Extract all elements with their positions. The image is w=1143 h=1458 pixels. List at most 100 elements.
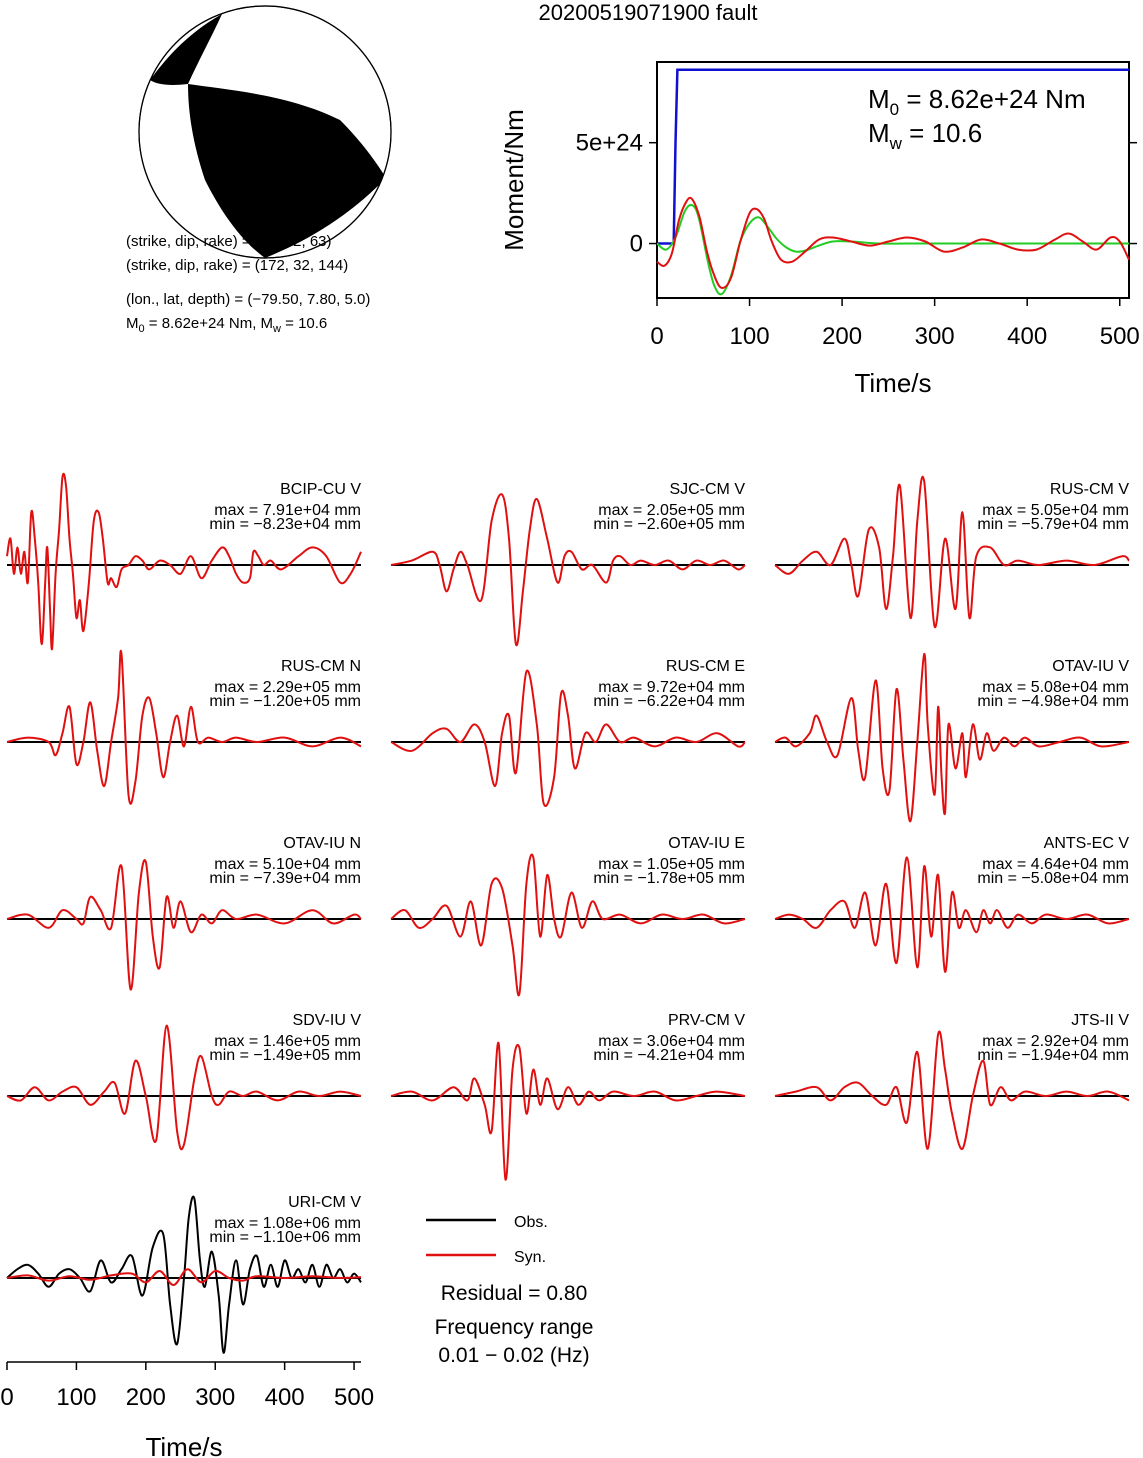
- strike-dip-rake-1: (strike, dip, rake) = (33, 72, 63): [126, 233, 332, 250]
- station-label: SJC-CM V: [669, 481, 745, 498]
- synthetic-trace: [390, 669, 746, 807]
- synthetic-trace: [6, 1268, 362, 1286]
- synthetic-trace: [6, 859, 362, 991]
- station-label: ANTS-EC V: [1044, 835, 1130, 852]
- residual-label: Residual = 0.80: [441, 1282, 588, 1305]
- station-label: SDV-IU V: [293, 1012, 362, 1029]
- observed-trace: [6, 1195, 362, 1354]
- station-label: OTAV-IU E: [668, 835, 745, 852]
- station-min: min = −1.94e+04 mm: [977, 1047, 1129, 1064]
- moment-series-cumulative: [657, 68, 1129, 245]
- station-label: OTAV-IU V: [1052, 658, 1129, 675]
- bottom-xtick-label: 400: [265, 1384, 305, 1411]
- station-max: max = 5.08e+04 mm: [982, 679, 1129, 696]
- moment-mw-label: Mw = 10.6: [868, 118, 982, 153]
- station-min: min = −1.10e+06 mm: [209, 1229, 361, 1246]
- bottom-xlabel: Time/s: [145, 1432, 222, 1458]
- synthetic-trace: [6, 472, 362, 651]
- synthetic-trace: [6, 1024, 362, 1151]
- station-max: max = 2.92e+04 mm: [982, 1033, 1129, 1050]
- moment-xtick-label: 500: [1100, 323, 1140, 350]
- bottom-xtick-label: 300: [195, 1384, 235, 1411]
- moment-xtick-label: 200: [822, 323, 862, 350]
- station-max: max = 1.46e+05 mm: [214, 1033, 361, 1050]
- station-min: min = −4.21e+04 mm: [593, 1047, 745, 1064]
- bottom-xtick-label: 100: [56, 1384, 96, 1411]
- moment-xtick-label: 0: [650, 323, 663, 350]
- moment-ylabel: Moment/Nm: [499, 109, 529, 251]
- moment-ytick-label: 5e+24: [576, 130, 643, 157]
- station-max: max = 1.05e+05 mm: [598, 856, 745, 873]
- station-label: PRV-CM V: [668, 1012, 745, 1029]
- bottom-time-axis: Time/s 0 100 200 300 400 500: [0, 1361, 374, 1458]
- moment-ytick-label: 0: [630, 231, 643, 258]
- moment-plot-frame: [656, 61, 1130, 299]
- station-max: max = 5.05e+04 mm: [982, 502, 1129, 519]
- legend-obs-label: Obs.: [514, 1214, 548, 1231]
- station-max: max = 5.10e+04 mm: [214, 856, 361, 873]
- moment-xtick-label: 100: [730, 323, 770, 350]
- station-max: max = 1.08e+06 mm: [214, 1215, 361, 1232]
- moment-series-group: [656, 68, 1130, 296]
- station-label: RUS-CM V: [1050, 481, 1129, 498]
- moment-magnitude-summary: M0 = 8.62e+24 Nm, Mw = 10.6: [126, 315, 327, 335]
- station-min: min = −6.22e+04 mm: [593, 693, 745, 710]
- moment-xlabel: Time/s: [854, 368, 931, 398]
- legend-syn-label: Syn.: [514, 1249, 546, 1266]
- station-max: max = 7.91e+04 mm: [214, 502, 361, 519]
- station-min: min = −1.49e+05 mm: [209, 1047, 361, 1064]
- station-label: JTS-II V: [1071, 1012, 1129, 1029]
- station-max: max = 2.29e+05 mm: [214, 679, 361, 696]
- station-min: min = −1.20e+05 mm: [209, 693, 361, 710]
- station-max: max = 2.05e+05 mm: [598, 502, 745, 519]
- figure-title: 20200519071900 fault: [539, 0, 758, 25]
- synthetic-trace: [6, 649, 362, 805]
- station-max: max = 4.64e+04 mm: [982, 856, 1129, 873]
- moment-axes: 0 100 200 300 400 500 0 5e+24: [576, 130, 1140, 350]
- station-label: URI-CM V: [288, 1194, 361, 1211]
- location-depth: (lon., lat, depth) = (−79.50, 7.80, 5.0): [126, 291, 370, 308]
- synthetic-trace: [390, 493, 746, 647]
- synthetic-trace: [774, 1030, 1130, 1150]
- mechanism-info: (strike, dip, rake) = (33, 72, 63) (stri…: [126, 233, 370, 335]
- moment-series-green: [656, 203, 1130, 296]
- moment-xtick-label: 300: [915, 323, 955, 350]
- moment-m0-label: M0 = 8.62e+24 Nm: [868, 84, 1086, 119]
- moment-series-red: [656, 196, 1130, 289]
- synthetic-trace: [774, 856, 1130, 973]
- station-max: max = 9.72e+04 mm: [598, 679, 745, 696]
- moment-xtick-label: 400: [1007, 323, 1047, 350]
- beachball: [138, 5, 392, 259]
- station-min: min = −7.39e+04 mm: [209, 870, 361, 887]
- station-min: min = −1.78e+05 mm: [593, 870, 745, 887]
- bottom-xtick-label: 0: [0, 1384, 13, 1411]
- synthetic-trace: [774, 475, 1130, 628]
- synthetic-trace: [390, 853, 746, 997]
- station-min: min = −8.23e+04 mm: [209, 516, 361, 533]
- station-min: min = −4.98e+04 mm: [977, 693, 1129, 710]
- station-max: max = 3.06e+04 mm: [598, 1033, 745, 1050]
- station-min: min = −2.60e+05 mm: [593, 516, 745, 533]
- strike-dip-rake-2: (strike, dip, rake) = (172, 32, 144): [126, 257, 348, 274]
- legend: Obs. Syn. Residual = 0.80 Frequency rang…: [426, 1214, 593, 1367]
- synthetic-trace: [390, 1042, 746, 1181]
- station-min: min = −5.79e+04 mm: [977, 516, 1129, 533]
- bottom-xtick-label: 200: [126, 1384, 166, 1411]
- station-label: RUS-CM E: [666, 658, 745, 675]
- station-label: OTAV-IU N: [283, 835, 361, 852]
